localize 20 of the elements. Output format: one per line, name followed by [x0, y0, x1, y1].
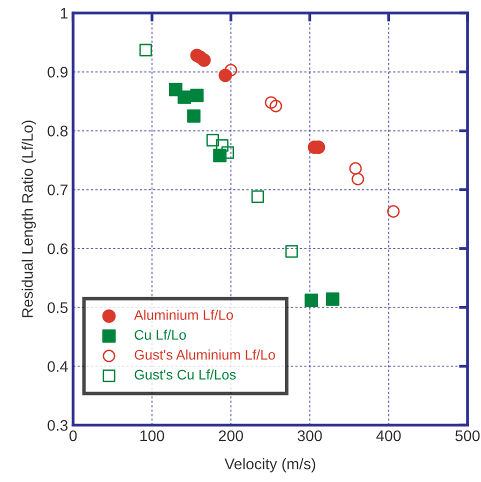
x-tick-label: 0	[69, 430, 77, 442]
y-tick-label: 0.5	[48, 302, 68, 314]
x-tick-label: 300	[298, 430, 322, 442]
y-tick-label: 0.9	[48, 66, 68, 78]
legend-label: Cu Lf/Lo	[134, 330, 186, 340]
legend-label: Gust's Aluminium Lf/Lo	[134, 350, 276, 360]
x-tick-label: 500	[455, 430, 480, 442]
y-tick-label: 0.8	[48, 126, 68, 136]
y-tick-label: 0.4	[48, 361, 68, 372]
legend-label: Aluminium Lf/Lo	[134, 310, 233, 320]
y-tick-label: 0.7	[48, 184, 68, 196]
y-tick-label: 1	[60, 8, 68, 19]
y-tick-label: 0.3	[48, 420, 68, 431]
y-tick-label: 0.6	[48, 243, 68, 254]
x-tick-label: 400	[376, 430, 401, 442]
x-tick-label: 200	[218, 430, 244, 442]
x-tick-label: 100	[140, 430, 164, 442]
y-axis-title: Residual Length Ratio (Lf/Lo)	[22, 120, 36, 318]
legend-label: Gust's Cu Lf/Los	[134, 369, 236, 380]
x-axis-title: Velocity (m/s)	[224, 458, 316, 472]
